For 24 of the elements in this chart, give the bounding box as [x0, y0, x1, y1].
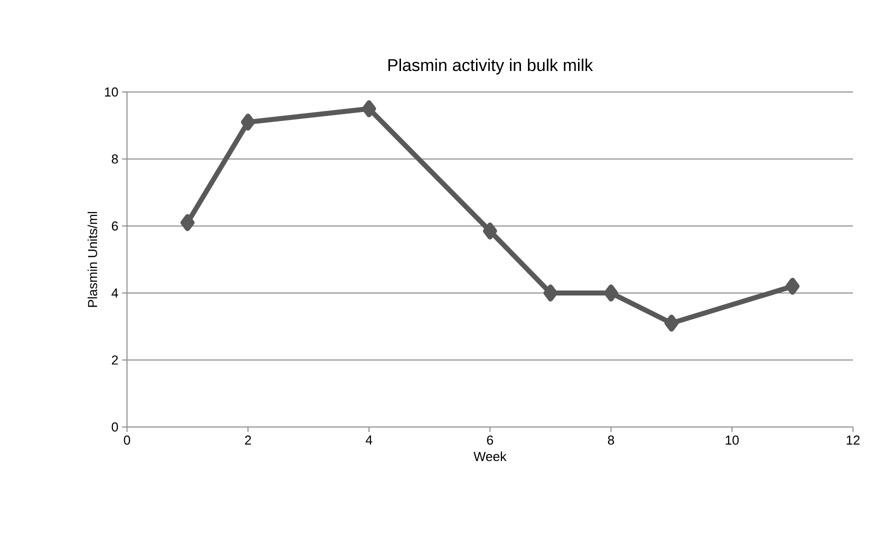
x-tick-label: 0: [124, 436, 130, 445]
x-tick-label: 4: [366, 436, 372, 444]
x-tick-label: 8: [608, 436, 614, 445]
y-tick-label: 0: [112, 422, 118, 432]
point: [180, 214, 194, 232]
point: [544, 284, 558, 302]
y-axis-title: Plasmin Units/ml: [88, 212, 98, 307]
y-tick-label: 4: [112, 288, 118, 298]
x-tick-label: 6: [487, 436, 494, 445]
point: [786, 278, 800, 295]
chart-title: Plasmin activity in bulk milk: [388, 58, 593, 74]
point: [241, 114, 256, 131]
y-tick-label: 8: [112, 154, 118, 164]
point: [604, 284, 618, 302]
x-axis-title: Week: [474, 452, 507, 462]
point: [483, 222, 498, 240]
y-tick-label: 2: [112, 355, 118, 365]
x-tick-label: 2: [245, 436, 251, 445]
point: [664, 314, 679, 332]
x-tick-label: 12: [846, 436, 860, 445]
x-tick-label: 10: [726, 436, 739, 445]
y-tick-label: 10: [105, 87, 118, 97]
point: [362, 100, 376, 118]
y-tick-label: 6: [112, 221, 118, 231]
